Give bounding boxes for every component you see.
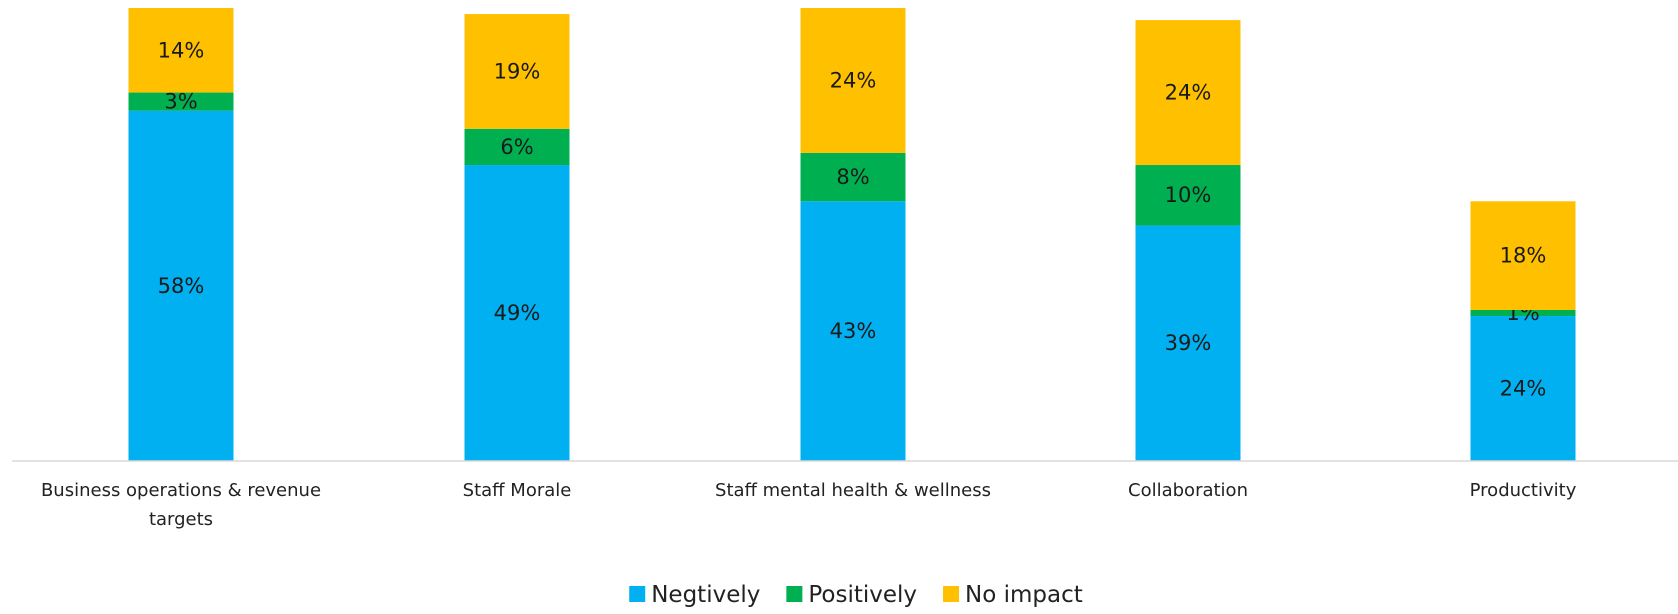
data-label-positively: 3% xyxy=(164,90,197,114)
bar-segment-no-impact xyxy=(128,8,234,93)
bar-segment-negatively xyxy=(128,110,234,462)
bar-segment-positively xyxy=(128,92,234,111)
data-label-no-impact: 18% xyxy=(1500,244,1547,268)
bar-segment-positively xyxy=(1135,165,1241,226)
data-label-positively: 6% xyxy=(500,135,533,159)
data-label-negatively: 24% xyxy=(1500,377,1547,401)
bar-segment-no-impact xyxy=(1135,20,1241,166)
category-label: Productivity xyxy=(1470,480,1577,501)
data-label-no-impact: 14% xyxy=(158,38,205,62)
legend-label-negatively: Negtively xyxy=(651,582,760,608)
legend-swatch-no-impact xyxy=(943,586,960,602)
data-label-positively: 8% xyxy=(836,165,869,189)
legend-label-positively: Positively xyxy=(808,582,917,608)
data-label-no-impact: 24% xyxy=(830,68,877,92)
legend-swatch-positively xyxy=(786,586,803,602)
bar-segment-positively xyxy=(1470,310,1576,317)
category-label: Staff mental health & wellness xyxy=(715,480,991,501)
category-label-line: Business operations & revenue xyxy=(41,480,321,501)
data-label-no-impact: 19% xyxy=(494,59,541,83)
data-label-positively: 10% xyxy=(1165,183,1212,207)
data-label-negatively: 49% xyxy=(494,301,541,325)
data-label-no-impact: 24% xyxy=(1165,81,1212,105)
bar-segment-no-impact xyxy=(464,14,570,129)
bar-segment-negatively xyxy=(464,165,570,462)
bar-segment-positively xyxy=(464,128,570,166)
legend: Negtively Positively No impact xyxy=(629,582,1083,608)
category-labels: Business operations & revenue targets Staf… xyxy=(41,480,1577,530)
data-label-negatively: 58% xyxy=(158,274,205,298)
legend-label-no-impact: No impact xyxy=(965,582,1083,608)
bar-segment-positively xyxy=(800,152,906,202)
data-label-negatively: 43% xyxy=(830,319,877,343)
category-label: Business operations & revenue targets xyxy=(41,480,321,530)
bar-segment-no-impact xyxy=(800,8,906,153)
bar-segment-negatively xyxy=(1135,225,1241,461)
data-label-negatively: 39% xyxy=(1165,331,1212,355)
category-label: Staff Morale xyxy=(463,480,572,501)
category-label: Collaboration xyxy=(1128,480,1248,501)
bar-segment-negatively xyxy=(1470,316,1576,461)
bar-segment-negatively xyxy=(800,201,906,461)
category-label-line: targets xyxy=(149,509,213,530)
bars-layer: 58%3%14%49%6%19%43%8%24%39%10%24%24%1%18… xyxy=(128,8,1576,462)
legend-swatch-negatively xyxy=(629,586,646,602)
bar-segment-no-impact xyxy=(1470,201,1576,310)
